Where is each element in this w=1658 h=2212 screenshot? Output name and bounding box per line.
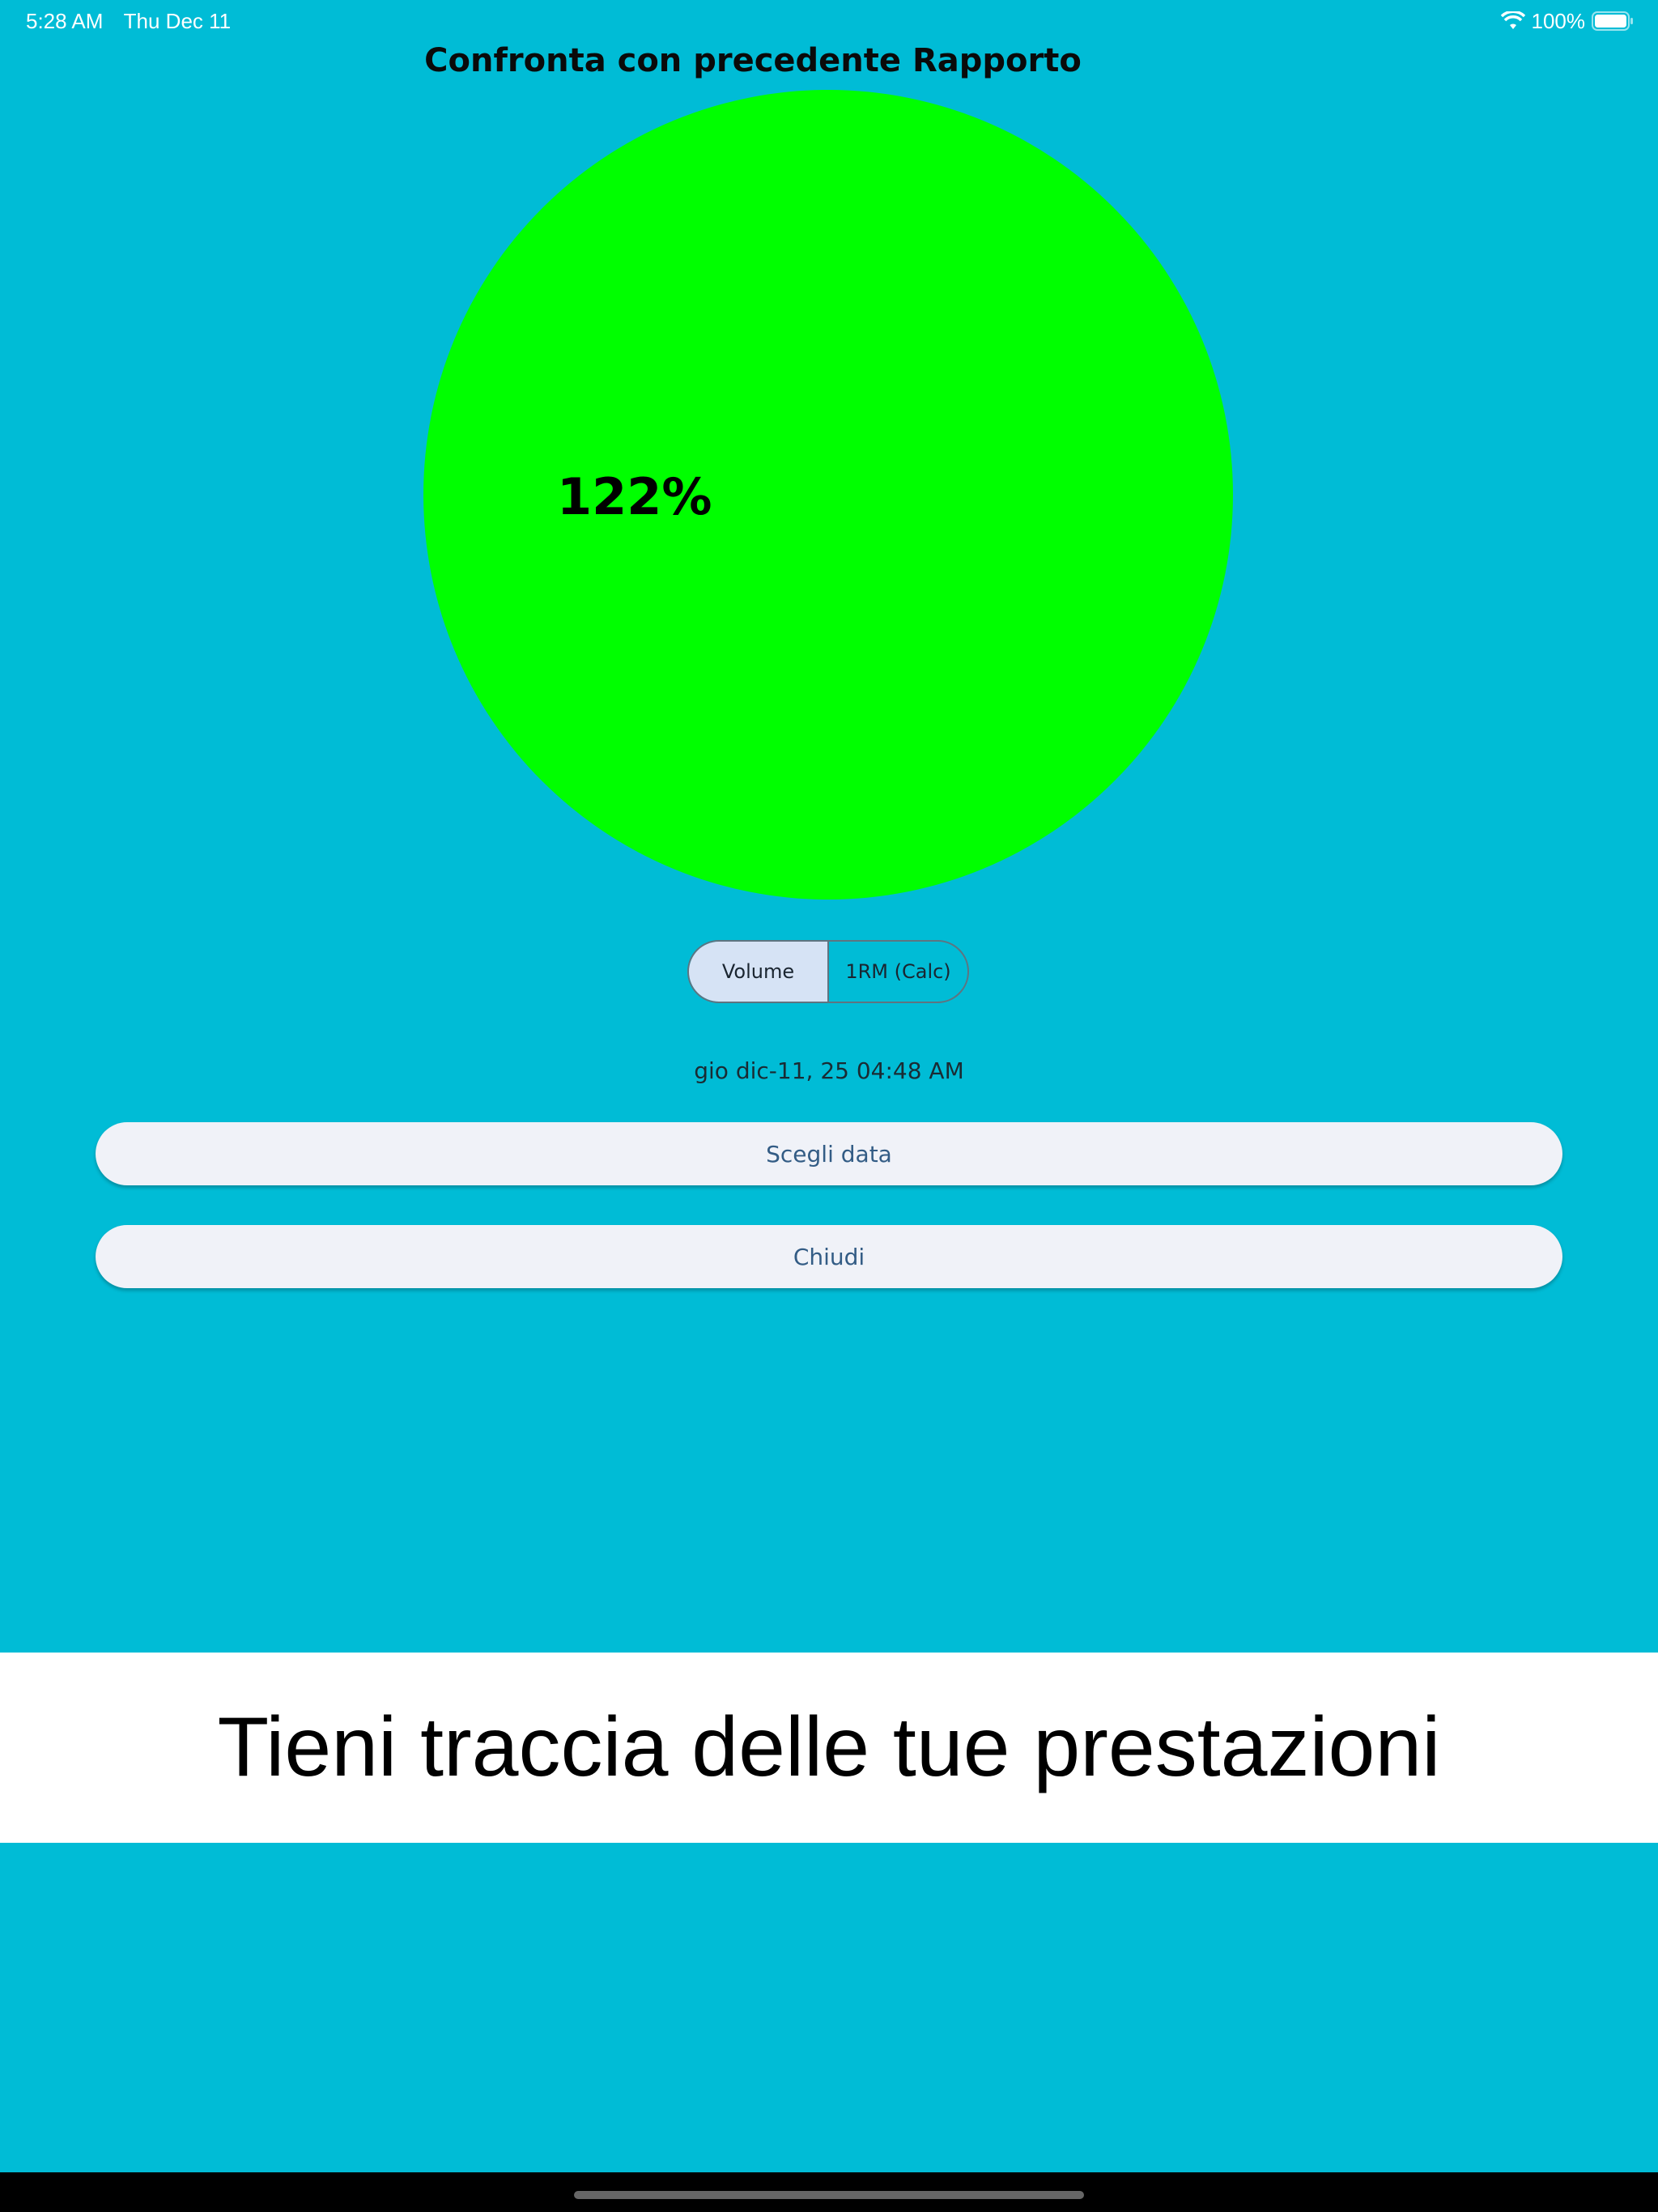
metric-toggle[interactable]: Volume 1RM (Calc) [687, 940, 969, 1003]
pie-slice-label: 122% [557, 467, 712, 526]
status-right: 100% [1500, 6, 1635, 36]
chart-title: Confronta con precedente Rapporto [424, 42, 1082, 79]
pie-slice [423, 90, 1233, 900]
wifi-icon [1500, 11, 1525, 29]
report-date: gio dic-11, 25 04:48 AM [694, 1057, 964, 1084]
date-text: Thu Dec 11 [123, 9, 232, 33]
pie-chart: 122% [423, 90, 1233, 900]
choose-date-button[interactable]: Scegli data [96, 1122, 1562, 1185]
toggle-volume[interactable]: Volume [689, 942, 829, 1002]
battery-icon [1592, 11, 1633, 31]
home-indicator[interactable] [574, 2191, 1084, 2199]
close-button[interactable]: Chiudi [96, 1225, 1562, 1288]
status-time: 5:28 AM Thu Dec 11 [26, 6, 231, 36]
promo-banner: Tieni traccia delle tue prestazioni [0, 1653, 1658, 1843]
battery-percent: 100% [1531, 9, 1586, 33]
time-text: 5:28 AM [26, 9, 104, 33]
toggle-1rm[interactable]: 1RM (Calc) [845, 960, 951, 983]
